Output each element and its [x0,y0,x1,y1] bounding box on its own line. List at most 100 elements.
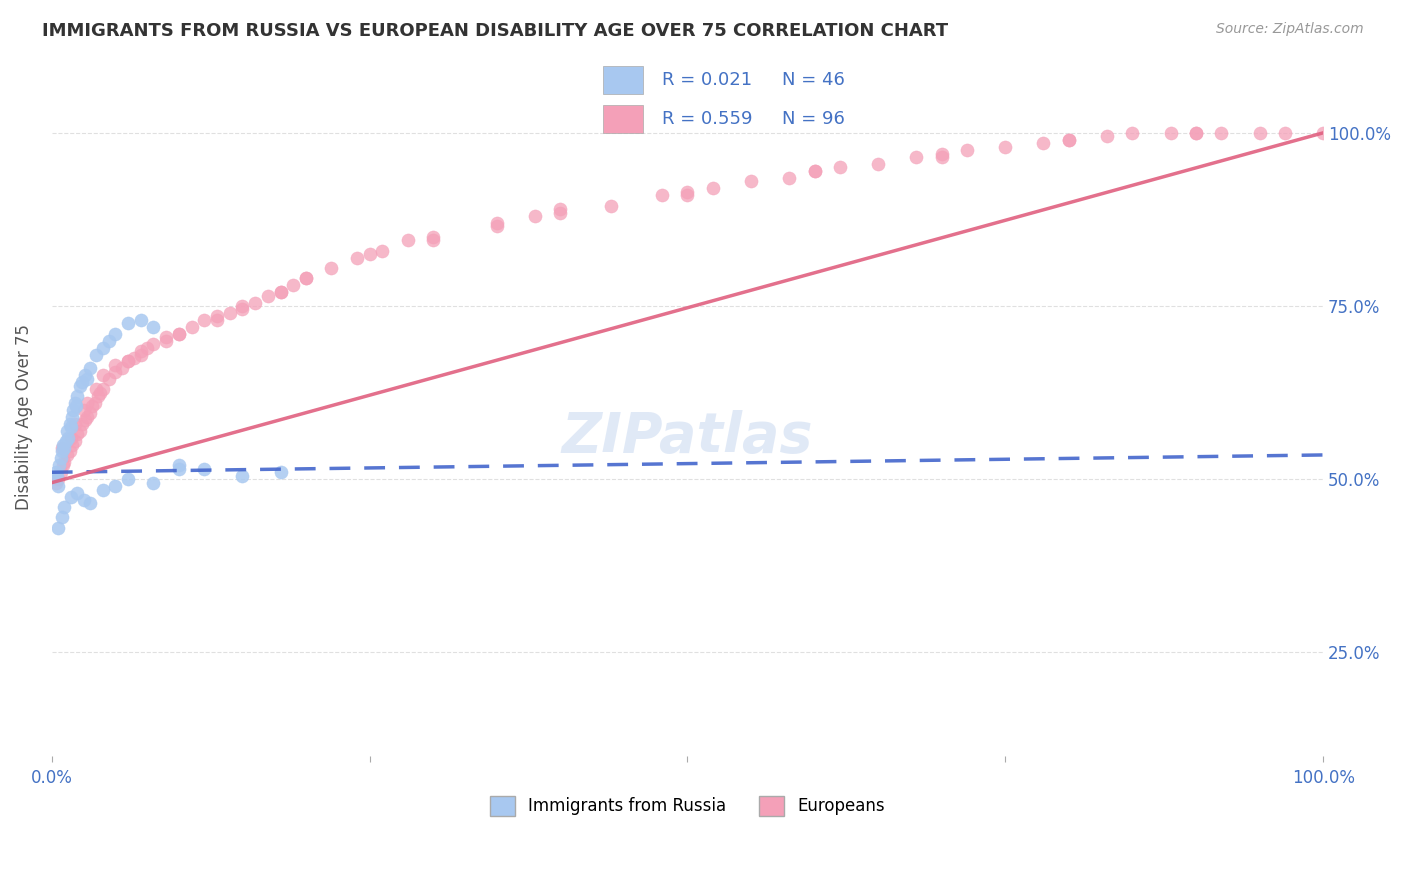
Point [702,181,724,195]
Point [46,472,69,486]
Point [66,389,89,403]
Point [142,319,165,334]
Point [129,347,152,361]
Point [97,372,120,386]
Point [167,458,190,473]
Point [422,233,444,247]
Point [651,188,673,202]
Point [931,146,953,161]
Text: N = 46: N = 46 [782,71,845,89]
Point [53,500,76,514]
Point [803,164,825,178]
Y-axis label: Disability Age Over 75: Disability Age Over 75 [15,324,32,510]
Point [136,341,159,355]
Text: R = 0.021: R = 0.021 [662,71,752,89]
Point [600,198,623,212]
Point [956,143,979,157]
Point [218,306,240,320]
Point [205,313,228,327]
Point [422,229,444,244]
Point [66,427,89,442]
Point [485,216,508,230]
Legend: Immigrants from Russia, Europeans: Immigrants from Russia, Europeans [482,789,891,822]
Point [53,455,76,469]
Point [46,479,69,493]
Point [117,354,139,368]
Point [59,431,82,445]
FancyBboxPatch shape [603,105,643,133]
Point [270,285,292,300]
Point [49,451,72,466]
Point [129,344,152,359]
FancyBboxPatch shape [603,67,643,94]
Point [58,431,80,445]
Point [53,441,76,455]
Point [550,202,572,216]
Point [117,472,139,486]
Point [1185,126,1208,140]
Point [1312,126,1334,140]
Point [270,285,292,300]
Point [45,475,67,490]
Point [1211,126,1233,140]
Point [56,448,79,462]
Point [1032,136,1054,151]
Point [359,247,381,261]
Point [104,358,127,372]
Point [84,396,107,410]
Point [51,510,73,524]
Point [62,403,84,417]
Point [79,361,101,376]
Point [283,278,305,293]
Point [48,458,70,473]
Point [72,493,94,508]
Point [231,302,253,317]
Point [1121,126,1143,140]
Point [84,347,107,361]
Point [59,490,82,504]
Point [73,413,96,427]
Point [155,334,177,348]
Point [79,496,101,510]
Point [1185,126,1208,140]
Point [142,337,165,351]
Point [231,299,253,313]
Point [72,375,94,389]
Point [270,465,292,479]
Point [321,260,343,275]
Point [104,326,127,341]
Point [72,403,94,417]
Point [257,288,280,302]
Point [676,188,699,202]
Point [550,205,572,219]
Point [76,409,98,424]
Point [167,326,190,341]
Point [485,219,508,234]
Point [97,334,120,348]
Point [205,310,228,324]
Point [63,434,86,449]
Point [868,157,890,171]
Point [63,417,86,431]
Point [371,244,394,258]
Point [994,139,1017,153]
Point [155,330,177,344]
Point [523,209,546,223]
Point [193,313,215,327]
Point [52,437,75,451]
Point [79,406,101,420]
Point [129,313,152,327]
Point [803,164,825,178]
Point [396,233,419,247]
Point [117,354,139,368]
Text: ZIPatlas: ZIPatlas [561,410,813,464]
Point [91,483,114,497]
Point [60,409,83,424]
Point [76,396,98,410]
Point [1057,133,1080,147]
Point [55,434,77,449]
Point [142,475,165,490]
Point [111,361,134,376]
Point [89,385,111,400]
Point [60,437,83,451]
